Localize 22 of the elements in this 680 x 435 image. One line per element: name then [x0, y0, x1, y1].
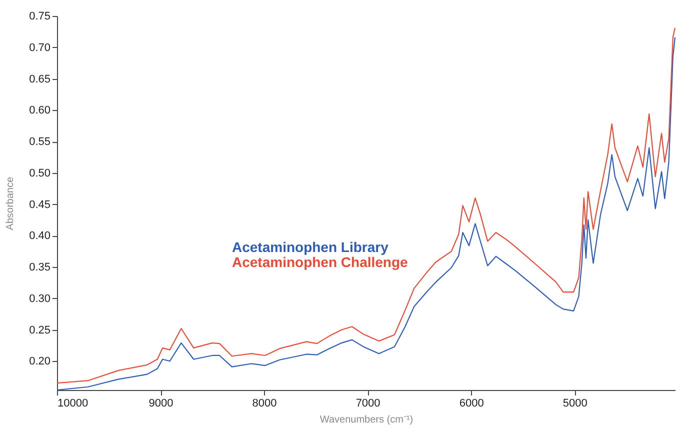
x-tick-label: 6000 [459, 398, 484, 410]
y-tick-label: 0.70 [29, 42, 50, 54]
x-tick-label: 5000 [562, 398, 588, 410]
x-axis-title: Wavenumbers (cm⁻¹) [320, 414, 414, 426]
text: Acetaminophen Library [232, 239, 389, 255]
y-tick-label: 0.60 [29, 104, 50, 117]
y-tick-label: 0.50 [29, 167, 50, 180]
y-tick-label: 0.35 [29, 262, 50, 274]
x-tick-label: 9000 [148, 398, 174, 410]
y-tick-label: 0.45 [29, 198, 50, 211]
x-tick-label: 8000 [252, 398, 277, 410]
y-tick-label: 0.75 [29, 10, 50, 22]
y-tick-label: 0.65 [29, 73, 50, 86]
x-tick-label: 10000 [58, 398, 88, 410]
y-tick-label: 0.20 [29, 356, 50, 368]
y-tick-label: 0.55 [29, 136, 50, 148]
series-label: Acetaminophen Challenge [232, 254, 408, 270]
x-tick-label: 7000 [356, 398, 380, 410]
y-axis-title: Absorbance [5, 176, 16, 230]
y-tick-label: 0.25 [29, 324, 50, 336]
y-tick-label: 0.40 [29, 230, 50, 242]
y-tick-label: 0.30 [29, 292, 50, 305]
